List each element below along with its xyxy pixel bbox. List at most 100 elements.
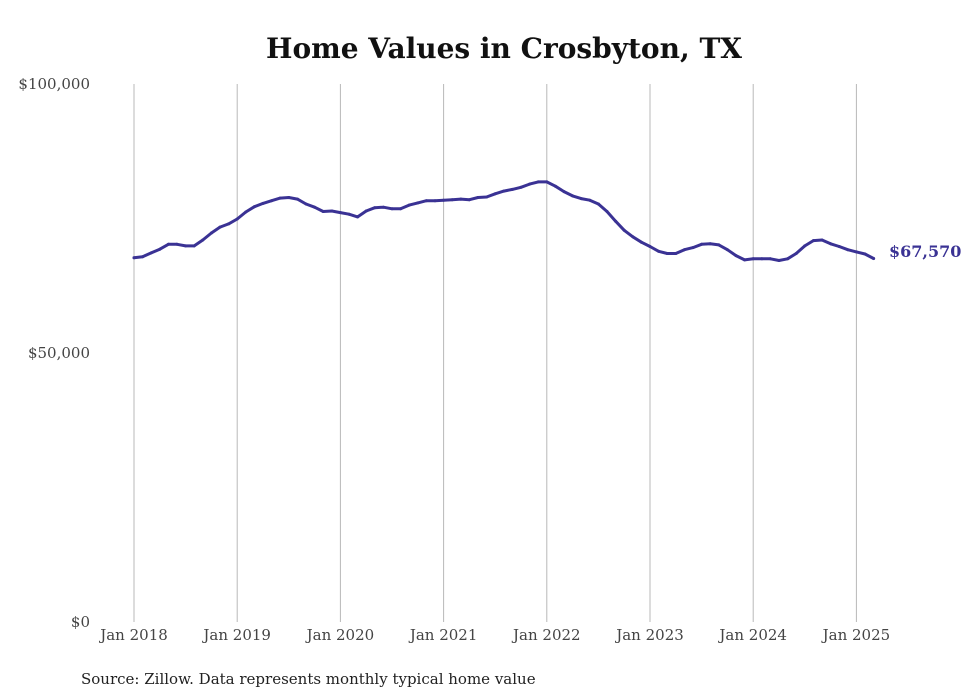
data-point-2023-03 — [665, 252, 669, 255]
y-axis-ticks: $0 $50,000 $100,000 — [18, 75, 90, 631]
x-tick-label-2025: Jan 2025 — [821, 626, 891, 644]
x-axis-ticks: Jan 2018 Jan 2019 Jan 2020 Jan 2021 Jan 2022… — [98, 626, 890, 644]
data-point-2021-08 — [502, 189, 506, 193]
data-point-2025-01 — [854, 250, 858, 254]
data-point-2022-06 — [588, 198, 592, 202]
data-point-2019-07 — [287, 196, 291, 199]
data-point-2020-01 — [338, 211, 342, 215]
data-point-2023-06 — [691, 246, 695, 250]
data-point-2023-02 — [657, 249, 661, 253]
data-point-2018-08 — [192, 244, 196, 248]
data-point-2020-03 — [356, 215, 360, 219]
data-point-2019-06 — [278, 196, 282, 200]
data-point-2021-03 — [459, 197, 463, 201]
data-point-2018-12 — [227, 222, 231, 226]
data-point-2023-01 — [648, 245, 652, 248]
data-point-2019-04 — [261, 201, 265, 205]
data-point-2022-08 — [605, 210, 609, 213]
data-point-2025-03 — [872, 257, 876, 260]
data-point-2021-05 — [476, 196, 480, 199]
data-point-2018-05 — [166, 242, 170, 246]
data-point-2018-07 — [184, 244, 188, 248]
data-point-2024-11 — [837, 245, 841, 248]
data-point-2024-09 — [820, 238, 824, 242]
data-point-2021-06 — [485, 195, 489, 199]
x-tick-label-2019: Jan 2019 — [201, 626, 271, 644]
data-point-2019-10 — [313, 205, 317, 209]
x-tick-label-2023: Jan 2023 — [614, 626, 684, 644]
gridlines — [133, 84, 857, 622]
data-point-2021-11 — [528, 182, 532, 186]
data-point-2018-02 — [141, 255, 145, 259]
data-point-2019-12 — [330, 209, 334, 213]
data-point-2024-01 — [751, 257, 755, 261]
data-point-2024-02 — [760, 257, 764, 261]
data-point-2022-05 — [579, 197, 583, 201]
data-point-2019-11 — [321, 210, 325, 213]
data-point-2022-12 — [639, 240, 643, 244]
data-point-2021-02 — [450, 198, 454, 202]
data-point-2023-04 — [674, 252, 678, 255]
data-point-2022-11 — [631, 235, 635, 239]
data-point-2023-10 — [725, 248, 729, 252]
y-tick-label-0: $0 — [71, 613, 90, 631]
data-point-2018-11 — [218, 225, 222, 229]
data-point-2021-10 — [519, 185, 523, 189]
data-point-2018-01 — [132, 256, 136, 260]
data-point-2019-03 — [252, 205, 256, 209]
data-point-2021-07 — [493, 192, 497, 196]
data-point-2018-04 — [158, 247, 162, 251]
data-point-2019-09 — [304, 202, 308, 206]
data-point-2022-04 — [571, 194, 575, 198]
data-point-2022-03 — [562, 190, 566, 194]
data-point-2023-12 — [743, 258, 747, 262]
data-point-2020-08 — [399, 207, 403, 211]
data-point-2021-04 — [467, 198, 471, 202]
data-point-2019-01 — [235, 217, 239, 221]
data-point-2021-09 — [510, 187, 514, 191]
data-point-2020-04 — [364, 209, 368, 213]
data-point-2020-07 — [390, 207, 394, 211]
data-point-2025-02 — [863, 252, 867, 256]
data-point-2024-12 — [846, 248, 850, 252]
data-point-2024-03 — [768, 257, 772, 261]
data-point-2023-08 — [708, 242, 712, 246]
end-value-label: $67,570 — [889, 242, 961, 261]
data-point-2022-10 — [622, 228, 626, 232]
data-point-2018-06 — [175, 242, 179, 246]
data-point-2020-05 — [373, 206, 377, 210]
data-point-2024-05 — [786, 257, 790, 261]
x-tick-label-2022: Jan 2022 — [511, 626, 581, 644]
data-point-2023-05 — [682, 248, 686, 252]
data-point-2018-10 — [209, 231, 213, 235]
series-layer — [132, 180, 876, 262]
data-point-2019-05 — [270, 199, 274, 203]
data-point-2021-12 — [536, 180, 540, 184]
data-point-2020-02 — [347, 212, 351, 216]
data-point-2022-01 — [545, 180, 549, 184]
x-tick-label-2020: Jan 2020 — [305, 626, 375, 644]
data-point-2021-01 — [442, 198, 446, 202]
y-tick-label-100000: $100,000 — [18, 75, 90, 93]
data-point-2020-12 — [433, 199, 437, 203]
data-point-2020-09 — [407, 203, 411, 207]
data-point-2023-11 — [734, 254, 738, 258]
x-tick-label-2024: Jan 2024 — [717, 626, 787, 644]
y-tick-label-50000: $50,000 — [28, 344, 90, 362]
data-point-2020-11 — [424, 199, 428, 203]
source-note: Source: Zillow. Data represents monthly … — [81, 670, 536, 688]
data-point-2020-06 — [381, 205, 385, 209]
data-point-2022-07 — [596, 202, 600, 206]
data-point-2024-10 — [829, 242, 833, 246]
data-point-2020-10 — [416, 201, 420, 205]
chart-title: Home Values in Crosbyton, TX — [266, 32, 742, 65]
x-tick-label-2021: Jan 2021 — [408, 626, 478, 644]
data-point-2023-09 — [717, 243, 721, 247]
home-value-line — [132, 180, 876, 262]
data-point-2024-07 — [803, 244, 807, 248]
x-tick-label-2018: Jan 2018 — [98, 626, 168, 644]
data-point-2019-02 — [244, 210, 248, 214]
data-point-2018-03 — [149, 251, 153, 255]
data-point-2024-06 — [794, 252, 798, 255]
